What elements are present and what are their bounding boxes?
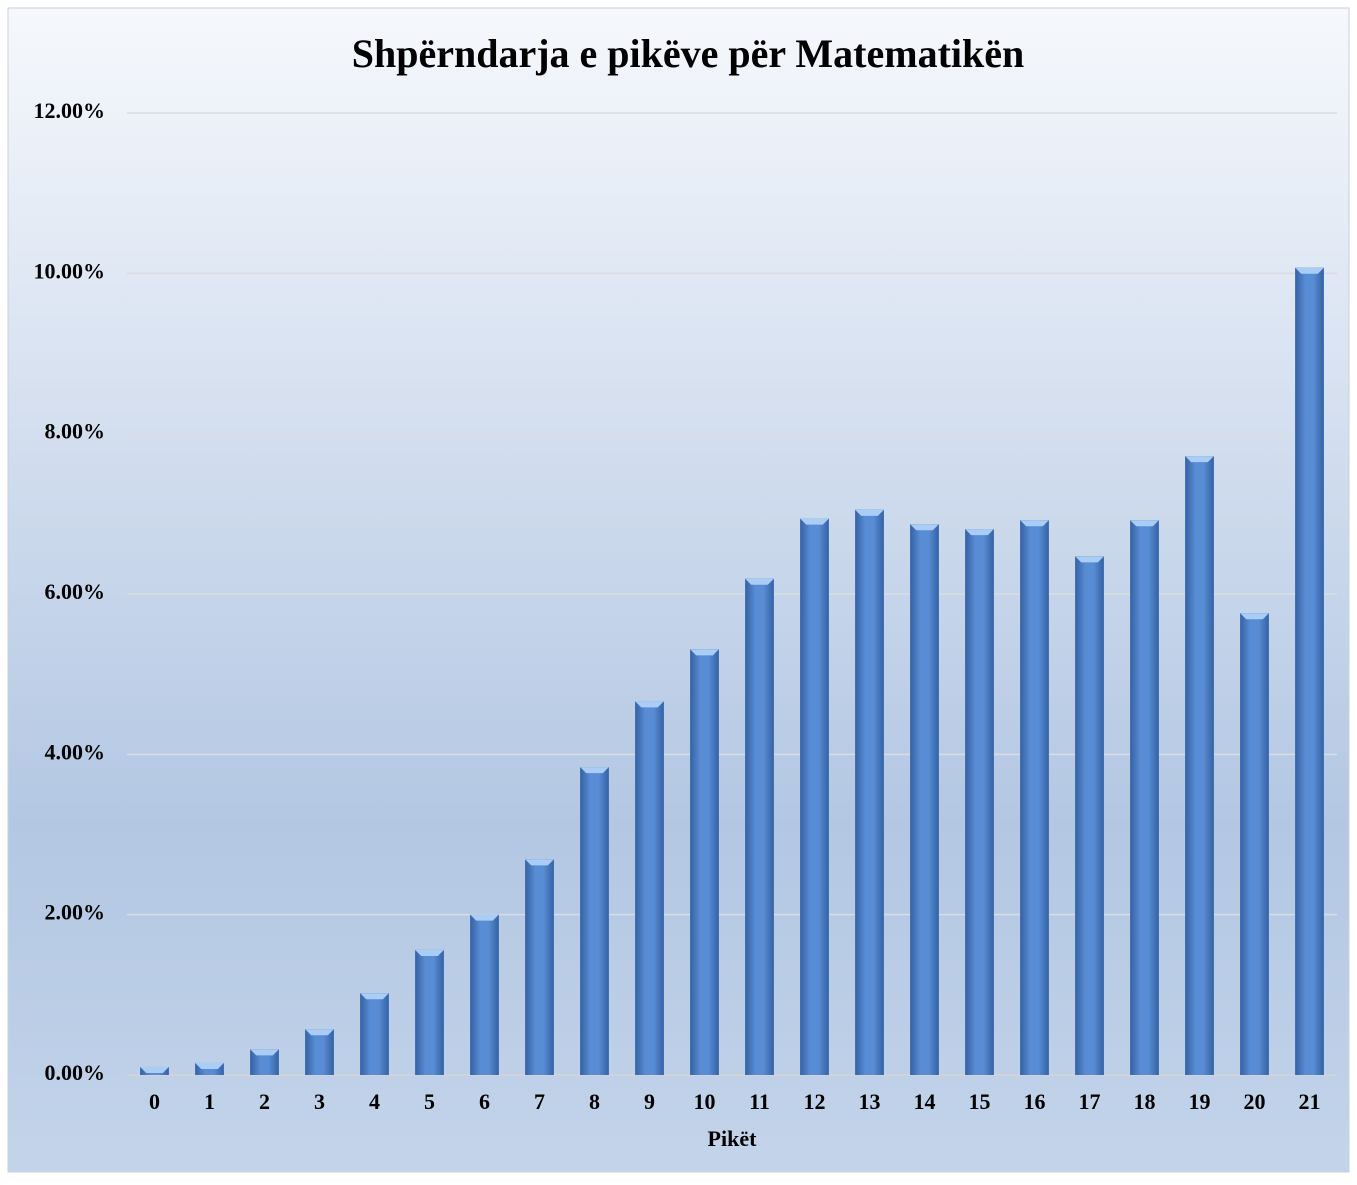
bar-shade [1020,520,1049,1075]
x-tick-label: 10 [694,1089,716,1114]
bar-bevel [800,518,829,525]
x-tick-label: 9 [644,1089,655,1114]
bar-bevel [910,524,939,531]
y-tick-label: 6.00% [45,579,106,604]
bar-bevel [1185,456,1214,463]
bar-shade [1075,556,1104,1075]
bar-shade [965,529,994,1075]
x-tick-label: 5 [424,1089,435,1114]
bar-shade [800,518,829,1075]
bar-bevel [1020,520,1049,527]
x-tick-label: 15 [969,1089,991,1114]
x-tick-label: 2 [259,1089,270,1114]
x-tick-label: 1 [204,1089,215,1114]
bar-shade [690,649,719,1075]
bar-shade [1130,520,1159,1075]
x-tick-label: 7 [534,1089,545,1114]
x-tick-label: 11 [749,1089,770,1114]
y-tick-label: 2.00% [45,900,106,925]
x-tick-label: 0 [149,1089,160,1114]
y-tick-label: 0.00% [45,1060,106,1085]
bar-shade [305,1029,334,1075]
x-tick-label: 14 [914,1089,936,1114]
bar-bevel [635,701,664,708]
bar-shade [580,767,609,1075]
bar-bevel [415,949,444,956]
bar-shade [910,524,939,1075]
y-tick-label: 8.00% [45,419,106,444]
bar-shade [525,859,554,1075]
bar-shade [1240,613,1269,1075]
y-tick-label: 4.00% [45,739,106,764]
x-tick-label: 17 [1079,1089,1101,1114]
x-axis-label: Pikët [708,1126,758,1151]
bar-shade [635,701,664,1075]
bar-bevel [855,509,884,516]
background [7,7,1350,1173]
bar-shade [855,509,884,1075]
x-tick-label: 16 [1024,1089,1046,1114]
bar-bevel [1075,556,1104,563]
bar-bevel [140,1066,169,1073]
x-tick-label: 19 [1189,1089,1211,1114]
bar-bevel [965,529,994,536]
bar-bevel [305,1029,334,1036]
bar-bevel [470,914,499,921]
bar-shade [470,914,499,1075]
chart-title: Shpërndarja e pikëve për Matematikën [352,31,1025,76]
bar-bevel [1240,613,1269,620]
bar-shade [415,949,444,1075]
x-tick-label: 3 [314,1089,325,1114]
bar-shade [1185,456,1214,1075]
bar-bevel [1130,520,1159,527]
x-tick-label: 6 [479,1089,490,1114]
x-tick-label: 20 [1244,1089,1266,1114]
bar-bevel [250,1049,279,1056]
x-tick-label: 4 [369,1089,380,1114]
x-tick-label: 12 [804,1089,826,1114]
y-tick-label: 12.00% [34,98,106,123]
bar-shade [1295,267,1324,1075]
bar-bevel [580,767,609,774]
bar-bevel [195,1062,224,1069]
y-tick-label: 10.00% [34,258,106,283]
bar-bevel [690,649,719,656]
bar-bevel [745,578,774,585]
bar-bevel [525,859,554,866]
bar-shade [745,578,774,1075]
x-tick-label: 8 [589,1089,600,1114]
bar-bevel [360,993,389,1000]
x-tick-label: 13 [859,1089,881,1114]
bar-bevel [1295,267,1324,274]
bar-shade [360,993,389,1075]
x-tick-label: 21 [1299,1089,1321,1114]
x-tick-label: 18 [1134,1089,1156,1114]
